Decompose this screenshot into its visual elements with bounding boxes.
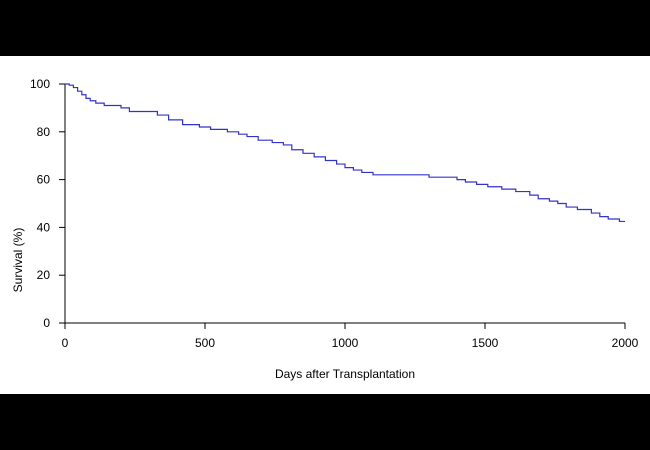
y-tick-label: 0 [43,316,50,330]
survival-curve [65,83,625,223]
y-tick-label: 20 [37,268,51,282]
y-tick-label: 60 [37,173,51,187]
x-axis-title: Days after Transplantation [275,367,415,381]
x-tick-label: 2000 [612,336,639,350]
axes: 0 500 1000 1500 2000 0 20 40 60 80 100 [30,77,639,350]
x-tick-label: 500 [195,336,215,350]
series-layer [65,83,625,223]
x-tick-label: 1000 [332,336,359,350]
y-tick-label: 40 [37,220,51,234]
x-tick-label: 0 [62,336,69,350]
x-tick-label: 1500 [472,336,499,350]
survival-plot: 0 500 1000 1500 2000 0 20 40 60 80 100 Days after … [11,77,639,381]
y-tick-label: 100 [30,77,50,91]
y-axis-title: Survival (%) [11,228,25,293]
chart-frame: 0 500 1000 1500 2000 0 20 40 60 80 100 Days after … [0,56,650,394]
y-tick-label: 80 [37,125,51,139]
